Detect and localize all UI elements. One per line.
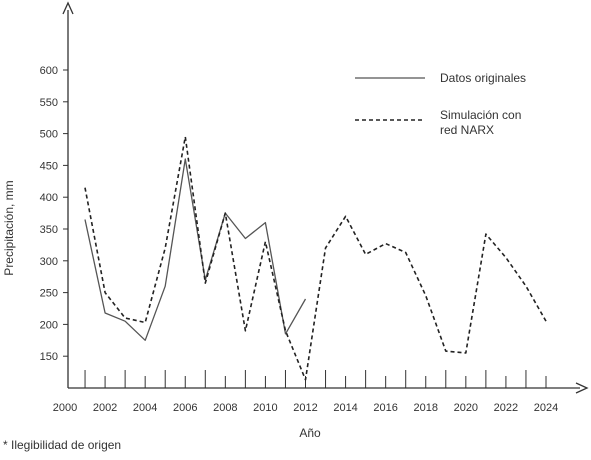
x-tick-label-2018: 2018 <box>414 402 438 414</box>
y-tick-label-400: 400 <box>40 192 58 204</box>
x-axis-arrow <box>575 382 589 394</box>
x-tick-label-2014: 2014 <box>333 402 357 414</box>
x-tick-label-2000: 2000 <box>53 402 77 414</box>
legend-label-narx: Simulación con red NARX <box>440 108 525 137</box>
legend-label-original: Datos originales <box>440 71 526 85</box>
x-tick-label-2016: 2016 <box>373 402 397 414</box>
legend: Datos originales Simulación con red NARX <box>355 71 526 137</box>
y-tick-label-550: 550 <box>40 97 58 109</box>
y-axis-arrow <box>62 1 74 15</box>
x-tick-label-2006: 2006 <box>173 402 197 414</box>
y-axis-label: Precipitación, mm <box>2 180 16 275</box>
y-tick-label-350: 350 <box>40 224 58 236</box>
x-axis-label: Año <box>299 426 321 440</box>
x-tick-label-2002: 2002 <box>93 402 117 414</box>
y-tick-label-450: 450 <box>40 160 58 172</box>
y-tick-label-600: 600 <box>40 65 58 77</box>
y-tick-label-250: 250 <box>40 288 58 300</box>
y-tick-label-200: 200 <box>40 319 58 331</box>
series-line-narx <box>84 136 547 381</box>
y-tick-label-150: 150 <box>40 351 58 363</box>
x-tick-label-2010: 2010 <box>253 402 277 414</box>
y-tick-label-300: 300 <box>40 256 58 268</box>
x-tick-label-2022: 2022 <box>494 402 518 414</box>
legend-label-narx-line-1: Simulación con <box>440 108 521 122</box>
legend-label-narx-line-2: red NARX <box>440 123 494 137</box>
ticks: 150 200 250 300 350 400 450 500 550 600 2000 2002 20… <box>40 65 559 414</box>
series-line-original <box>84 158 307 341</box>
x-tick-label-2004: 2004 <box>133 402 157 414</box>
x-tick-label-2008: 2008 <box>213 402 237 414</box>
axes <box>62 1 589 394</box>
footnote: * Ilegibilidad de origen <box>3 438 121 452</box>
x-tick-label-2024: 2024 <box>534 402 558 414</box>
series <box>84 136 547 381</box>
x-tick-label-2012: 2012 <box>293 402 317 414</box>
y-tick-label-500: 500 <box>40 129 58 141</box>
x-tick-label-2020: 2020 <box>454 402 478 414</box>
